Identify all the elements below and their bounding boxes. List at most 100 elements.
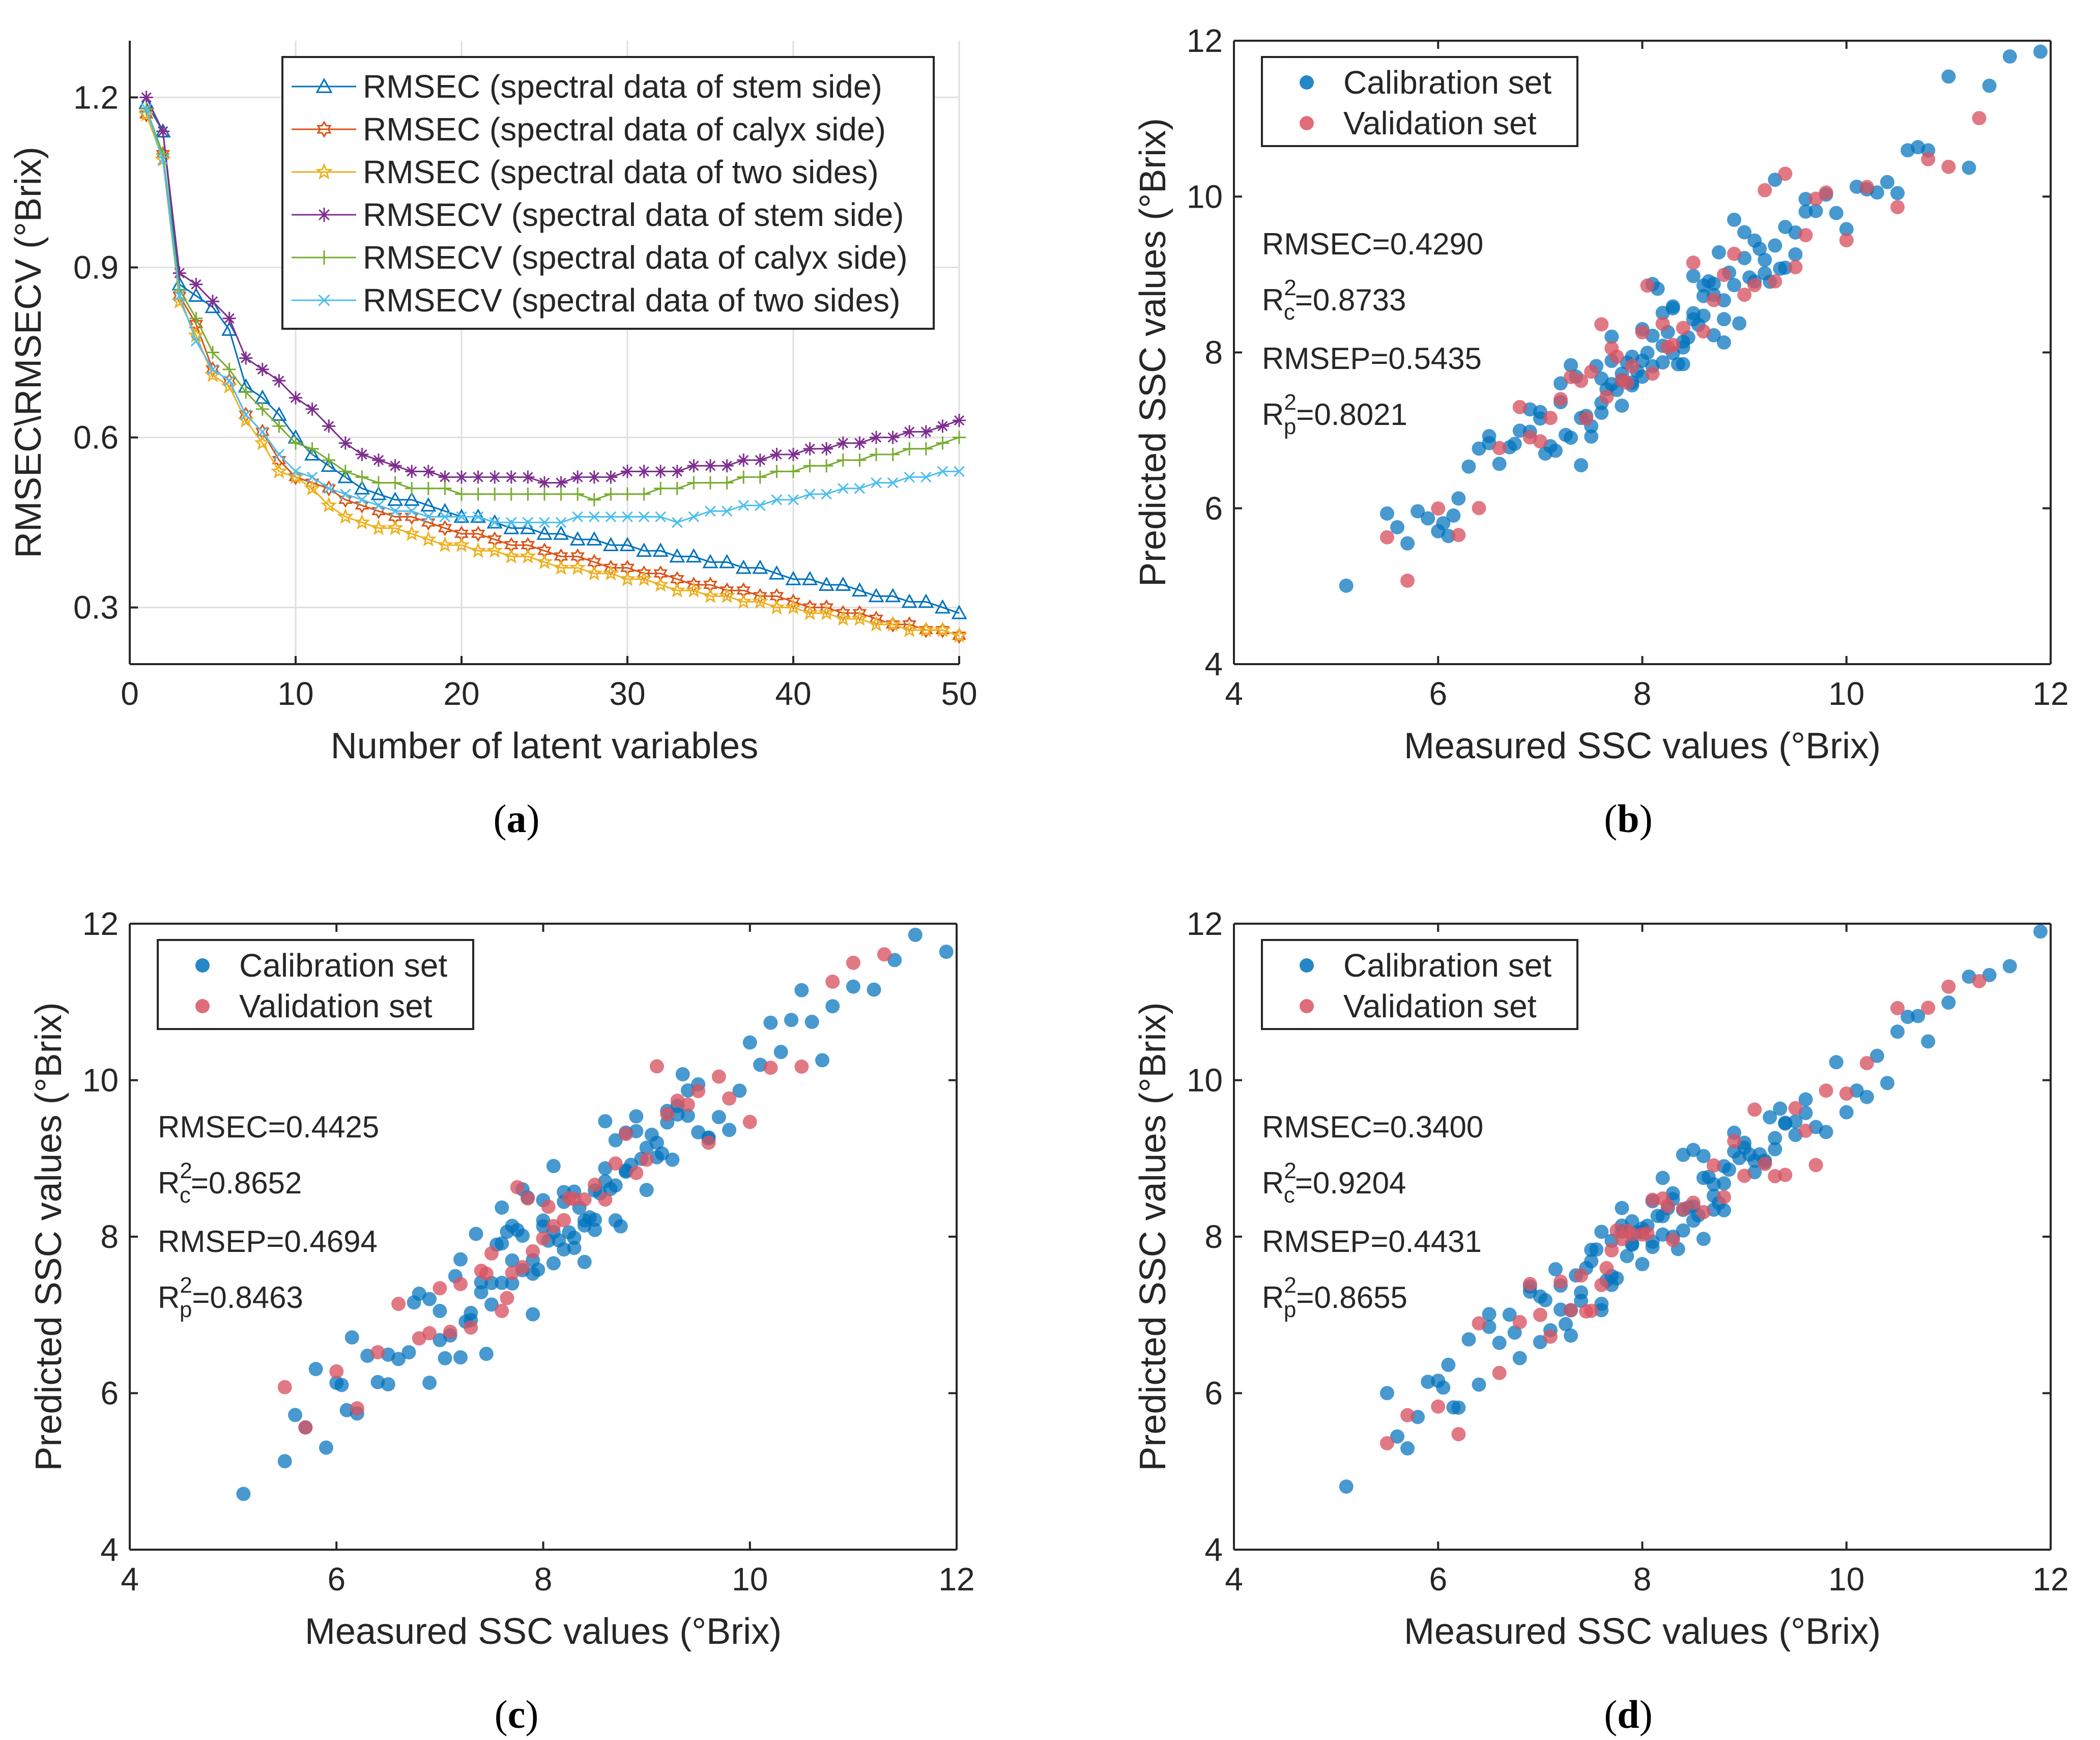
- data-point: [305, 402, 319, 416]
- calibration-point: [588, 1212, 602, 1227]
- data-point: [654, 465, 668, 478]
- calibration-point: [1589, 1242, 1604, 1257]
- calibration-point: [422, 1376, 437, 1390]
- data-point: [670, 465, 684, 478]
- legend-marker-calibration: [1300, 75, 1314, 90]
- calibration-point: [588, 1222, 602, 1237]
- data-point: [255, 402, 269, 416]
- calibration-point: [1640, 346, 1655, 360]
- calibration-point: [505, 1253, 520, 1268]
- calibration-point: [629, 1109, 644, 1124]
- calibration-point: [1696, 1149, 1711, 1163]
- validation-point: [1599, 1261, 1614, 1275]
- calibration-point: [1379, 506, 1394, 521]
- calibration-point: [1890, 186, 1905, 201]
- calibration-point: [1421, 511, 1435, 526]
- series-5: [139, 102, 966, 507]
- calibration-point: [1717, 293, 1731, 308]
- validation-point: [1594, 317, 1609, 332]
- data-point: [536, 553, 553, 569]
- data-point: [821, 489, 832, 500]
- calibration-point: [613, 1219, 628, 1234]
- validation-point: [680, 1097, 695, 1112]
- data-point: [587, 470, 601, 484]
- data-point: [902, 616, 917, 633]
- calibration-point: [1711, 245, 1726, 260]
- validation-point: [515, 1260, 530, 1275]
- data-point: [503, 548, 520, 564]
- x-axis-label: Measured SSC values (°Brix): [1404, 726, 1881, 766]
- data-point: [836, 453, 850, 467]
- validation-point: [1890, 1001, 1905, 1015]
- data-point: [951, 626, 968, 643]
- data-point: [903, 442, 916, 455]
- data-point: [237, 411, 254, 428]
- data-point: [870, 431, 883, 444]
- validation-point: [1512, 400, 1527, 414]
- validation-point: [577, 1192, 592, 1207]
- calibration-point: [670, 1107, 685, 1122]
- y-axis-label: RMSEC\RMSECV (°Brix): [8, 147, 49, 558]
- legend-marker-calibration: [195, 958, 210, 973]
- legend-entry: Calibration set: [239, 947, 447, 984]
- calibration-point: [598, 1114, 613, 1129]
- data-point: [421, 514, 436, 531]
- data-point: [189, 311, 203, 325]
- y-tick-label: 12: [1187, 905, 1223, 942]
- calibration-point: [1676, 1223, 1690, 1238]
- validation-point: [1972, 974, 1987, 988]
- data-point: [405, 481, 419, 495]
- calibration-point: [515, 1229, 530, 1243]
- data-point: [305, 442, 319, 455]
- calibration-point: [1706, 276, 1721, 291]
- data-point: [752, 593, 769, 609]
- validation-point: [722, 1091, 737, 1106]
- data-point: [669, 548, 685, 563]
- calibration-point: [1461, 1332, 1476, 1347]
- data-point: [636, 543, 652, 557]
- calibration-point: [1635, 1257, 1650, 1271]
- data-point: [471, 487, 485, 501]
- data-point: [721, 505, 733, 517]
- data-point: [637, 565, 651, 582]
- data-point: [903, 425, 916, 439]
- data-point: [453, 536, 470, 553]
- calibration-point: [1676, 357, 1690, 372]
- data-point: [952, 627, 966, 644]
- data-point: [206, 295, 219, 308]
- data-point: [387, 519, 404, 535]
- data-point: [539, 517, 550, 528]
- data-point: [604, 487, 618, 501]
- panel-a: 0 10 20 30 40 50 0.3 0.6 0.9 1.2 Number of latent …: [8, 41, 977, 841]
- calibration-point: [344, 1330, 359, 1345]
- validation-point: [1717, 268, 1731, 282]
- calibration-point: [1451, 491, 1466, 506]
- metrics-annotation: RMSEC=0.3400 R2 c=0.9204 RMSEP=0.4431 R2 p=0.…: [1262, 1110, 1483, 1322]
- metric-rc2: R2 c=0.8733: [1262, 275, 1406, 325]
- calibration-point: [846, 979, 860, 994]
- data-point: [239, 351, 253, 365]
- calibration-point: [1436, 1380, 1451, 1395]
- validation-point: [794, 1059, 809, 1074]
- calibration-point: [1502, 1307, 1517, 1322]
- calibration-point: [1548, 1262, 1563, 1276]
- calibration-point: [773, 1045, 788, 1060]
- calibration-point: [2033, 924, 2048, 939]
- calibration-point: [763, 1015, 778, 1030]
- data-point: [456, 511, 467, 523]
- calibration-point: [794, 983, 809, 997]
- validation-point: [701, 1135, 716, 1150]
- legend-entry: Validation set: [1343, 988, 1537, 1024]
- calibration-point: [1686, 269, 1701, 283]
- validation-point: [1522, 1277, 1537, 1292]
- data-point: [320, 496, 337, 513]
- calibration-point: [1706, 1177, 1721, 1192]
- data-point: [372, 476, 385, 490]
- validation-point: [495, 1303, 509, 1318]
- data-point: [337, 508, 354, 524]
- data-point: [272, 419, 286, 433]
- x-tick-label: 40: [775, 675, 811, 712]
- validation-point: [484, 1246, 499, 1261]
- validation-point: [1574, 374, 1589, 388]
